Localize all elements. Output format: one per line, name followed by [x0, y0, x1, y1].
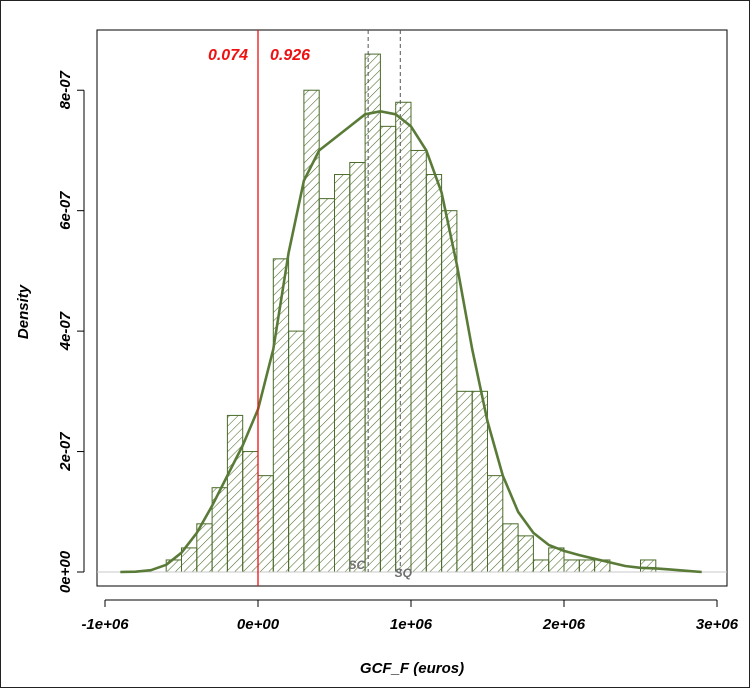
- x-axis: -1e+06 0e+00 1e+06 2e+06 3e+06: [81, 599, 739, 633]
- y-axis: 0e+00 2e-07 4e-07 6e-07 8e-07: [57, 70, 85, 593]
- histogram-bar: [471, 390, 489, 573]
- y-tick-label: 6e-07: [57, 191, 74, 230]
- density-curve: [120, 110, 702, 574]
- histogram-bars: [165, 53, 657, 573]
- right-probability-label: 0.926: [270, 47, 310, 64]
- y-tick-label: 2e-07: [57, 432, 74, 472]
- histogram-bar: [242, 451, 259, 573]
- histogram-bar: [487, 475, 504, 573]
- x-tick-label: 0e+00: [237, 616, 280, 633]
- y-tick-label: 0e+00: [57, 550, 74, 593]
- histogram-bar: [334, 174, 351, 573]
- histogram-bar: [226, 414, 244, 573]
- left-probability-label: 0.074: [208, 47, 248, 64]
- x-tick-label: -1e+06: [81, 616, 129, 633]
- histogram-bar: [288, 330, 305, 573]
- histogram-bar: [502, 523, 519, 573]
- histogram-bar: [379, 125, 397, 573]
- histogram-bar: [349, 161, 366, 573]
- histogram-bar: [410, 149, 427, 573]
- histogram-bar: [425, 174, 443, 573]
- plot-box: [96, 29, 728, 587]
- histogram-bar: [640, 559, 657, 573]
- histogram-bar: [303, 89, 320, 573]
- marker-label: SC: [348, 558, 365, 572]
- histogram-bar: [441, 210, 458, 573]
- x-tick-label: 2e+06: [542, 616, 586, 633]
- x-tick-label: 3e+06: [696, 616, 739, 633]
- y-axis-title: Density: [15, 284, 32, 339]
- histogram-bar: [563, 559, 580, 573]
- histogram-bar: [364, 53, 381, 573]
- histogram-bar: [257, 475, 274, 573]
- y-tick-label: 8e-07: [57, 70, 74, 109]
- histogram-bar: [395, 101, 412, 573]
- y-tick-label: 4e-07: [57, 311, 74, 351]
- histogram-bar: [548, 547, 565, 573]
- marker-label: SQ: [395, 566, 413, 580]
- histogram-bar: [532, 559, 550, 573]
- histogram-bar: [318, 198, 336, 573]
- histogram-bar: [517, 535, 534, 573]
- histogram-bar: [578, 559, 596, 573]
- x-tick-label: 1e+06: [390, 616, 433, 633]
- reference-markers: SC SQ: [348, 30, 413, 580]
- histogram-bar: [456, 390, 473, 573]
- x-axis-title: GCF_F (euros): [360, 660, 464, 677]
